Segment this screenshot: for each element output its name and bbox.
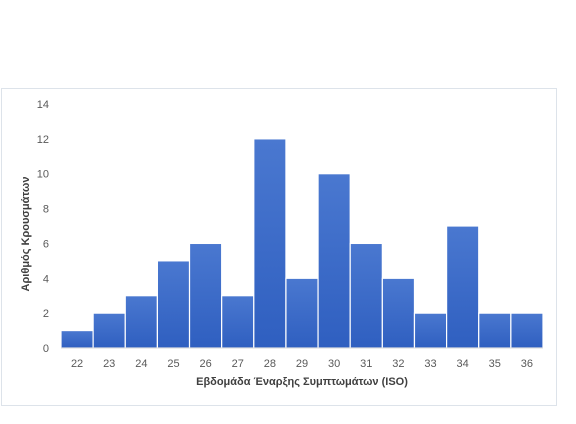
bar-week-35 — [478, 312, 512, 349]
y-tick-label: 14 — [37, 99, 49, 111]
bar-week-36 — [510, 312, 544, 349]
bar-week-27 — [221, 295, 255, 349]
bar-week-34 — [446, 225, 480, 349]
x-tick-label: 35 — [489, 358, 501, 370]
x-tick-label: 27 — [232, 358, 244, 370]
bar-week-29 — [285, 277, 319, 349]
y-axis-title: Αριθμός Κρουσμάτων — [20, 177, 32, 292]
y-tick-label: 2 — [43, 308, 49, 320]
x-tick-label: 24 — [135, 358, 147, 370]
x-tick-label: 28 — [264, 358, 276, 370]
y-tick-label: 4 — [43, 273, 49, 285]
x-tick-label: 34 — [457, 358, 469, 370]
bar-week-28 — [253, 138, 287, 349]
x-tick-label: 36 — [521, 358, 533, 370]
x-tick-label: 25 — [167, 358, 179, 370]
bar-week-23 — [92, 312, 126, 349]
bar-week-33 — [413, 312, 448, 349]
y-axis-ticks: 0 2 4 6 8 10 12 14 — [37, 99, 49, 355]
bar-week-32 — [381, 277, 416, 349]
x-tick-label: 22 — [71, 358, 83, 370]
chart-frame: 0 2 4 6 8 10 12 14 22 23 24 25 26 27 28 29 30 31 32 33 34 35… — [1, 88, 557, 406]
bars-group — [60, 138, 544, 349]
bar-week-24 — [124, 295, 159, 349]
y-tick-label: 8 — [43, 204, 49, 216]
x-tick-label: 33 — [424, 358, 436, 370]
x-tick-label: 30 — [328, 358, 340, 370]
x-tick-label: 26 — [199, 358, 211, 370]
x-tick-label: 29 — [296, 358, 308, 370]
x-tick-label: 31 — [360, 358, 372, 370]
bar-week-25 — [156, 260, 191, 349]
x-tick-label: 23 — [103, 358, 115, 370]
x-tick-label: 32 — [392, 358, 404, 370]
bar-week-22 — [60, 329, 94, 349]
x-axis-ticks: 22 23 24 25 26 27 28 29 30 31 32 33 34 35 36 — [71, 358, 533, 370]
bar-week-30 — [317, 173, 351, 349]
y-tick-label: 6 — [43, 238, 49, 250]
bar-week-31 — [349, 242, 383, 349]
x-axis-title: Εβδομάδα Έναρξης Συμπτωμάτων (ISO) — [196, 376, 408, 388]
bar-week-26 — [188, 242, 223, 349]
y-tick-label: 10 — [37, 169, 49, 181]
y-tick-label: 12 — [37, 134, 49, 146]
y-tick-label: 0 — [43, 343, 49, 355]
